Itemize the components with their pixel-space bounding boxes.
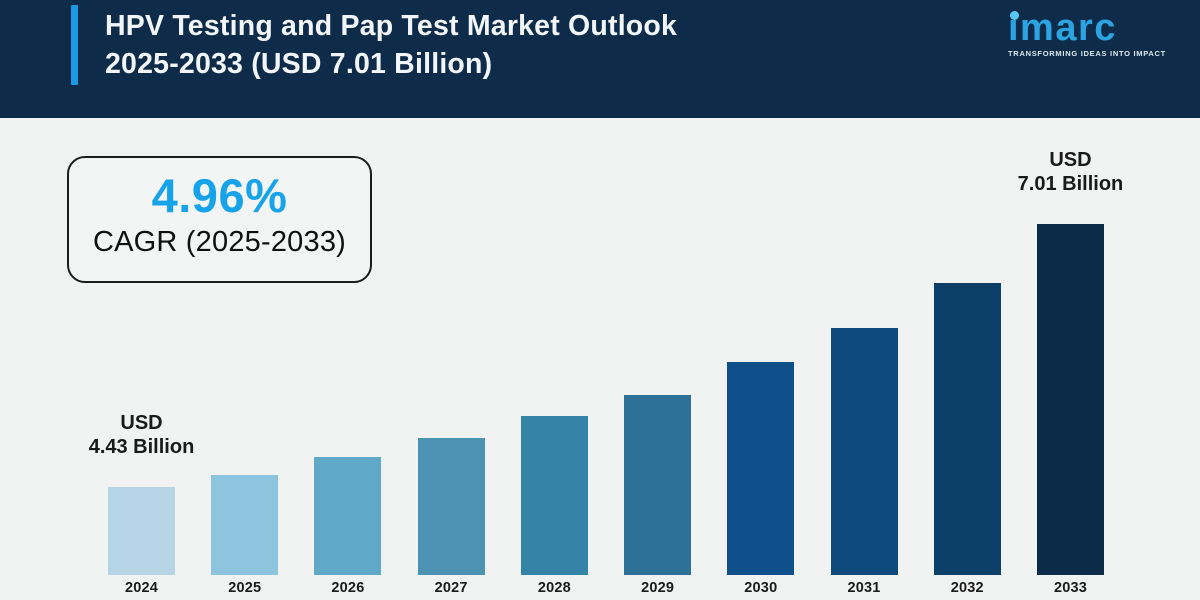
bar-value-label-2024: USD 4.43 Billion (89, 411, 195, 459)
imarc-logo-wordmark: imarc (1008, 9, 1117, 47)
bar-value-label-line2: 4.43 Billion (88, 436, 195, 458)
x-axis-label-2026: 2026 (331, 580, 365, 596)
page-title-line2: 2025-2033 (USD 7.01 Billion) (105, 48, 493, 80)
imarc-logo-tagline: TRANSFORMING IDEAS INTO IMPACT (1008, 49, 1166, 58)
bar-value-label-line1: USD (1049, 149, 1092, 171)
bar-value-label-line1: USD (120, 412, 163, 434)
bar-2033 (1036, 224, 1104, 575)
bar-2025 (211, 475, 279, 575)
bar-2026 (314, 457, 382, 575)
bar-2029 (624, 395, 692, 575)
bar-column-2027: 2027 (417, 438, 485, 596)
title-accent-bar (71, 5, 78, 85)
x-axis-label-2033: 2033 (1053, 580, 1087, 596)
imarc-logo: imarc TRANSFORMING IDEAS INTO IMPACT (1008, 9, 1168, 58)
x-axis-label-2028: 2028 (537, 580, 571, 596)
bar-column-2028: 2028 (520, 416, 588, 596)
bar-2031 (830, 328, 898, 575)
page-title: HPV Testing and Pap Test Market Outlook … (105, 7, 677, 83)
x-axis-label-2029: 2029 (641, 580, 675, 596)
x-axis-label-2027: 2027 (434, 580, 468, 596)
bar-column-2029: 2029 (624, 395, 692, 596)
cagr-label: CAGR (2025-2033) (92, 226, 347, 258)
bar-2032 (933, 283, 1001, 575)
x-axis-label-2024: 2024 (124, 580, 159, 596)
bar-2028 (520, 416, 588, 575)
page-title-line1: HPV Testing and Pap Test Market Outlook (105, 10, 678, 42)
bar-column-2031: 2031 (830, 328, 898, 596)
bar-2030 (727, 362, 795, 575)
x-axis-label-2030: 2030 (744, 580, 778, 596)
bar-column-2033: USD 7.01 Billion 2033 (1018, 148, 1124, 596)
bar-column-2026: 2026 (314, 457, 382, 596)
cagr-box: 4.96% CAGR (2025-2033) (67, 156, 372, 283)
x-axis-label-2031: 2031 (847, 580, 881, 596)
x-axis-label-2032: 2032 (950, 580, 984, 596)
x-axis-label-2025: 2025 (228, 580, 262, 596)
imarc-logo-i-dot-icon (1010, 11, 1019, 20)
bar-2027 (417, 438, 485, 575)
bar-2024 (108, 487, 175, 575)
bar-value-label-line2: 7.01 Billion (1017, 173, 1124, 195)
bar-column-2024: USD 4.43 Billion 2024 (89, 411, 195, 596)
bar-column-2030: 2030 (727, 362, 795, 596)
bar-column-2032: 2032 (933, 283, 1001, 596)
cagr-value: 4.96% (151, 169, 288, 222)
bar-column-2025: 2025 (211, 475, 279, 596)
header: HPV Testing and Pap Test Market Outlook … (0, 0, 1200, 118)
bar-chart: USD 4.43 Billion 2024 2025 2026 2027 2028 2029 2… (89, 148, 1124, 596)
bar-value-label-2033: USD 7.01 Billion (1018, 148, 1124, 196)
imarc-logo-text: imarc (1008, 7, 1117, 49)
